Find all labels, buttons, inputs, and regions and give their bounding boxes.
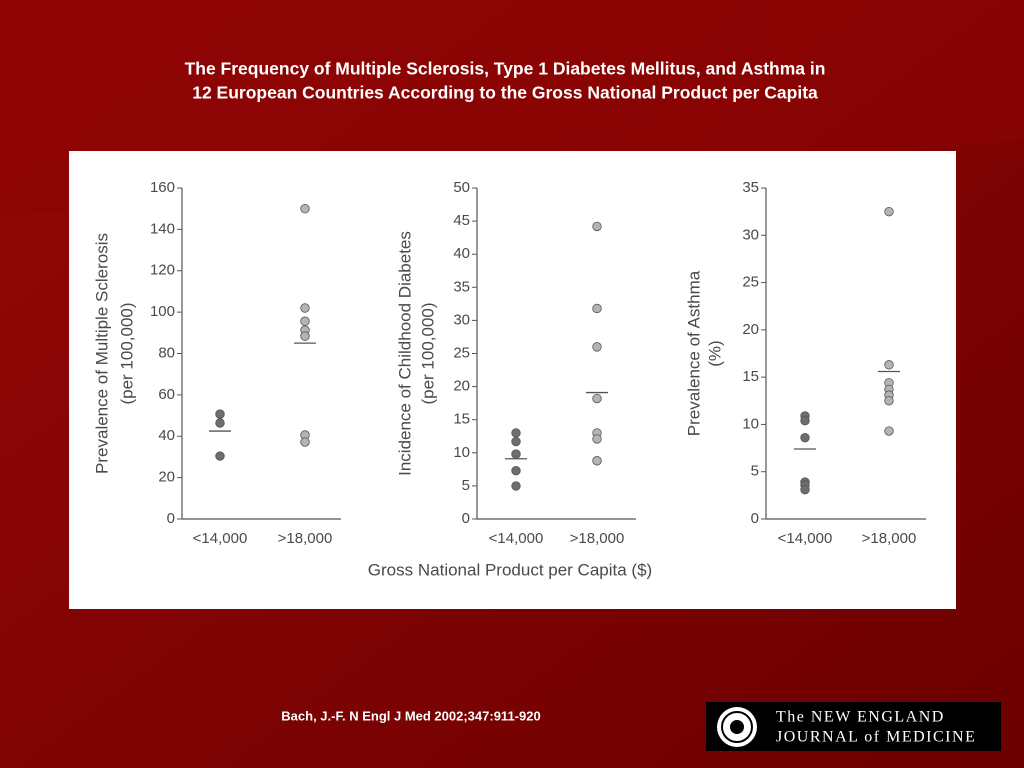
y-tick-label: 10 [742,415,759,432]
x-tick-label: >18,000 [862,530,917,547]
y-axis-label: (per 100,000) [418,302,437,404]
data-point [215,409,225,419]
x-tick-label: <14,000 [778,530,833,547]
y-tick-label: 35 [453,278,470,295]
y-tick-label: 50 [453,179,470,196]
y-tick-label: 0 [167,510,175,527]
logo-text: JOURNAL of MEDICINE [776,729,976,746]
data-point [215,418,225,428]
data-point [511,465,521,476]
y-tick-label: 80 [158,344,175,361]
y-tick-label: 140 [150,220,175,237]
data-point [884,396,894,406]
y-tick-label: 10 [453,444,470,461]
y-tick-label: 20 [742,321,759,338]
shared-x-label: Gross National Product per Capita ($) [368,560,652,579]
logo-seal-center [730,720,744,734]
y-tick-label: 20 [158,469,175,486]
y-tick-label: 15 [742,368,759,385]
y-axis-label: (%) [705,340,724,366]
data-point [300,437,310,447]
y-tick-label: 160 [150,179,175,196]
data-point [300,331,310,341]
data-point [592,221,602,232]
y-tick-label: 40 [158,427,175,444]
data-point [511,436,521,447]
data-point [800,432,810,443]
y-tick-label: 25 [742,274,759,291]
logo-text: The NEW ENGLAND [776,709,945,726]
x-tick-label: <14,000 [489,530,544,547]
data-point [800,484,810,495]
x-tick-label: >18,000 [278,530,333,547]
y-axis-label: Prevalence of Asthma [684,270,703,436]
figure-panel [69,151,956,609]
data-point [511,428,521,438]
data-point [884,206,894,217]
title-line: 12 European Countries According to the G… [192,83,818,103]
data-point [592,393,602,404]
x-tick-label: <14,000 [193,530,248,547]
y-tick-label: 15 [453,411,470,428]
y-tick-label: 60 [158,386,175,403]
data-point [592,434,602,444]
y-tick-label: 5 [462,477,470,494]
x-tick-label: >18,000 [570,530,625,547]
data-point [300,203,310,214]
y-tick-label: 100 [150,303,175,320]
y-tick-label: 45 [453,212,470,229]
citation: Bach, J.-F. N Engl J Med 2002;347:911-92… [281,708,540,723]
y-tick-label: 0 [751,510,759,527]
y-tick-label: 120 [150,262,175,279]
data-point [592,303,602,314]
y-tick-label: 25 [453,344,470,361]
y-axis-label: Incidence of Childhood Diabetes [395,231,414,476]
data-point [511,481,521,491]
data-point [592,342,602,352]
data-point [215,451,225,461]
y-tick-label: 0 [462,510,470,527]
data-point [884,426,894,436]
data-point [800,415,810,426]
data-point [300,316,310,326]
y-tick-label: 30 [453,311,470,328]
logo-seal-ring [721,711,753,743]
y-tick-label: 40 [453,245,470,262]
data-point [592,456,602,466]
y-tick-label: 35 [742,179,759,196]
y-tick-label: 30 [742,226,759,243]
data-point [511,449,521,459]
y-axis-label: (per 100,000) [117,302,136,404]
y-tick-label: 20 [453,378,470,395]
y-axis-label: Prevalence of Multiple Sclerosis [92,233,111,474]
data-point [300,303,310,313]
title-line: The Frequency of Multiple Sclerosis, Typ… [185,59,826,79]
y-tick-label: 5 [751,463,759,480]
data-point [884,360,894,370]
